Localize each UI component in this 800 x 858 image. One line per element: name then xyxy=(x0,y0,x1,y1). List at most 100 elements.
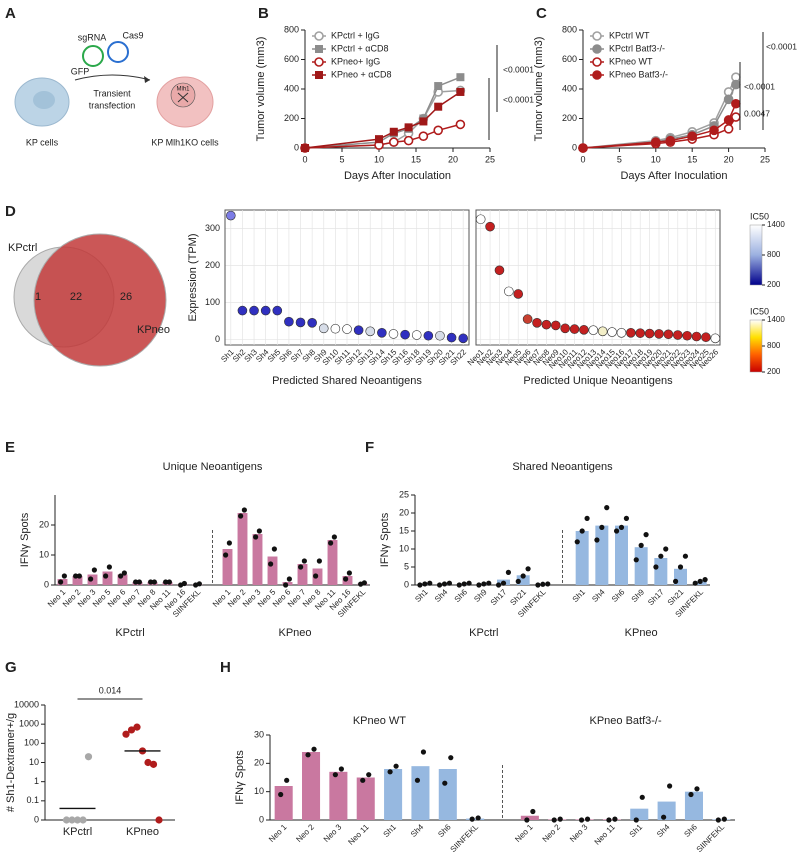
marker xyxy=(434,82,443,91)
data-point xyxy=(284,777,290,783)
data-point xyxy=(332,772,338,778)
data-point xyxy=(422,581,428,587)
legend-label: KPctrl WT xyxy=(609,30,650,40)
y-tick-label: 0 xyxy=(404,579,409,589)
dot xyxy=(532,318,542,328)
data-point xyxy=(638,542,644,549)
count-label: 22 xyxy=(70,291,82,303)
group-label: KPctrl xyxy=(115,627,144,639)
dot xyxy=(494,265,505,276)
x-tick-label: KPneo xyxy=(126,826,159,838)
bar xyxy=(117,574,128,585)
bar xyxy=(548,819,567,820)
annotation: 0.0047 xyxy=(744,108,770,118)
marker xyxy=(592,57,602,67)
marker xyxy=(315,45,323,53)
dot xyxy=(550,320,561,331)
y-axis-label: IFNγ Spots xyxy=(234,750,246,805)
chart-title: Shared Neoantigens xyxy=(512,461,613,473)
x-tick-label: Sh4 xyxy=(409,822,426,839)
bar xyxy=(102,571,113,585)
dot xyxy=(353,325,364,336)
label: GFP xyxy=(71,66,90,76)
colorbar-tick-label: 800 xyxy=(767,341,781,350)
annotation: <0.0001 xyxy=(744,81,775,91)
nucleus xyxy=(33,91,55,109)
y-tick-label: 0 xyxy=(259,814,264,824)
marker xyxy=(403,135,414,146)
data-point xyxy=(578,817,585,823)
data-point xyxy=(338,766,344,772)
colorbar-title: IC50 xyxy=(750,211,769,221)
x-tick-label: 15 xyxy=(411,154,421,164)
group-label: KPneo xyxy=(278,627,311,639)
bar xyxy=(237,513,248,585)
data-point xyxy=(667,783,673,789)
marker xyxy=(731,79,741,90)
data-point xyxy=(122,730,130,738)
y-tick-label: 200 xyxy=(205,260,220,270)
x-tick-label: Sh9 xyxy=(472,587,489,604)
data-point xyxy=(574,539,580,545)
panel-letter: A xyxy=(5,5,16,22)
y-tick-label: 1 xyxy=(34,776,39,786)
data-point xyxy=(633,557,639,563)
y-tick-label: 1000 xyxy=(19,719,39,729)
dot xyxy=(249,305,259,316)
legend-label: KPctrl + αCD8 xyxy=(331,43,388,53)
data-point xyxy=(283,582,289,588)
dot xyxy=(682,330,692,341)
dot xyxy=(330,323,341,334)
dot xyxy=(485,221,495,232)
marker xyxy=(723,94,734,105)
bar xyxy=(595,525,609,585)
y-tick-label: 200 xyxy=(562,113,577,123)
bar xyxy=(356,777,375,820)
dot xyxy=(616,327,627,338)
dot xyxy=(388,329,399,339)
data-point xyxy=(346,570,352,576)
x-tick-label: 15 xyxy=(687,154,697,164)
dot xyxy=(504,286,514,297)
legend-label: KPneo WT xyxy=(609,56,653,66)
dot xyxy=(626,327,636,338)
dot xyxy=(513,289,524,299)
marker xyxy=(723,124,734,134)
y-tick-label: 20 xyxy=(399,507,409,517)
data-point xyxy=(366,772,372,778)
dot xyxy=(284,316,294,327)
group-label: KPctrl xyxy=(469,627,498,639)
x-tick-label: Neo 2 xyxy=(294,822,316,844)
y-tick-label: 0 xyxy=(572,142,577,152)
colorbar-tick-label: 1400 xyxy=(767,315,785,324)
dot xyxy=(635,328,646,338)
y-tick-label: 10 xyxy=(254,786,264,796)
y-tick-label: 15 xyxy=(399,525,409,535)
data-point xyxy=(436,582,443,588)
data-point xyxy=(241,507,247,513)
dot xyxy=(541,319,552,330)
x-tick-label: 20 xyxy=(724,154,734,164)
data-point xyxy=(58,579,64,585)
data-point xyxy=(149,760,158,768)
dot xyxy=(710,333,721,344)
data-point xyxy=(305,752,311,758)
data-point xyxy=(343,576,349,582)
dot xyxy=(435,330,445,341)
dot xyxy=(458,333,468,344)
data-point xyxy=(525,566,531,572)
marker xyxy=(301,144,309,152)
bar xyxy=(520,815,539,820)
dot xyxy=(701,332,711,343)
data-point xyxy=(88,576,94,582)
data-point xyxy=(163,579,169,585)
x-tick-label: Sh17 xyxy=(489,587,509,607)
colorbar-tick-label: 200 xyxy=(767,367,781,376)
dot xyxy=(597,326,608,337)
dot xyxy=(446,332,457,343)
bar xyxy=(516,575,530,585)
x-tick-label: Neo 11 xyxy=(346,822,371,847)
annotation: <0.0001 xyxy=(503,64,534,74)
data-point xyxy=(551,817,557,823)
